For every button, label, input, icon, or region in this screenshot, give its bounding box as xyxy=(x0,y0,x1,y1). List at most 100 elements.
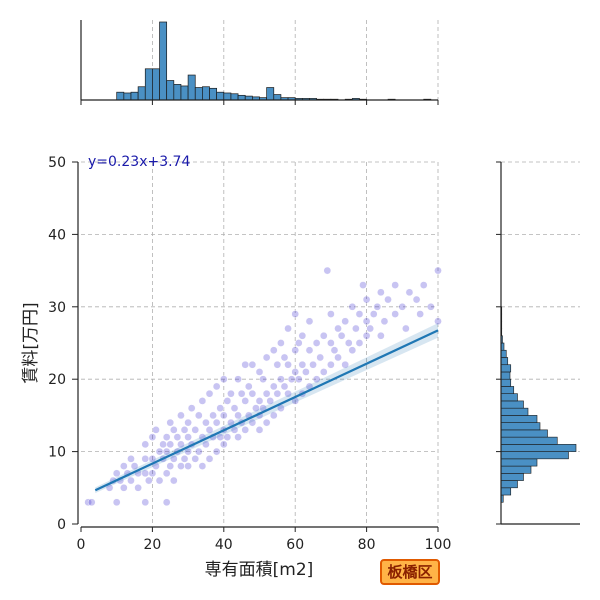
y-tick-label: 0 xyxy=(57,517,66,533)
top-histogram-bar xyxy=(137,86,146,101)
scatter-point xyxy=(212,447,221,456)
right-histogram-bar xyxy=(500,371,511,380)
top-histogram-bar xyxy=(130,91,139,101)
scatter-point xyxy=(312,375,321,384)
x-axis-ticks: 0 20 40 60 80 100 xyxy=(77,527,452,553)
scatter-point xyxy=(177,411,185,420)
scatter-point xyxy=(352,324,360,333)
scatter-point xyxy=(294,339,303,347)
right-histogram-bar xyxy=(500,378,512,387)
scatter-point xyxy=(127,476,135,485)
scatter-point xyxy=(398,302,407,311)
x-axis-label: 専有面積[m2] xyxy=(205,560,314,580)
scatter-point xyxy=(262,353,271,362)
scatter-point xyxy=(355,310,364,318)
scatter-point xyxy=(244,382,253,391)
scatter-point xyxy=(384,295,392,304)
scatter-point xyxy=(312,339,321,347)
right-histogram xyxy=(496,161,580,525)
scatter-point xyxy=(194,447,203,456)
scatter-point xyxy=(219,440,228,449)
scatter-point xyxy=(141,454,150,463)
scatter-point xyxy=(144,476,153,485)
scatter-point xyxy=(362,317,371,326)
scatter-point xyxy=(402,324,410,333)
scatter-point xyxy=(248,418,257,427)
right-histogram-bar xyxy=(500,473,524,481)
scatter-point xyxy=(262,389,271,398)
scatter-point xyxy=(166,462,175,470)
top-histogram-bar xyxy=(209,87,218,101)
scatter-point xyxy=(291,310,300,318)
scatter-point xyxy=(359,281,367,289)
scatter-points xyxy=(84,266,442,507)
scatter-point xyxy=(348,302,357,311)
scatter-point xyxy=(209,411,217,420)
top-histogram-bar xyxy=(223,92,232,101)
regression-confidence-band xyxy=(95,323,438,494)
scatter-point xyxy=(280,353,289,362)
scatter-point xyxy=(169,454,178,463)
scatter-point xyxy=(380,317,389,326)
scatter-point xyxy=(319,368,328,376)
scatter-point xyxy=(269,411,278,420)
x-tick-label: 80 xyxy=(358,537,376,553)
scatter-point xyxy=(280,382,289,391)
right-histogram-bar xyxy=(500,480,518,489)
scatter-point xyxy=(341,360,350,369)
scatter-point xyxy=(391,281,400,289)
scatter-point xyxy=(337,331,346,340)
scatter-point xyxy=(327,360,335,369)
x-tick-label: 100 xyxy=(425,537,452,553)
top-histogram-bar xyxy=(187,74,196,101)
scatter-point xyxy=(202,440,210,449)
scatter-point xyxy=(373,302,382,311)
scatter-point xyxy=(155,447,164,456)
scatter-point xyxy=(269,346,278,355)
x-tick-label: 20 xyxy=(143,537,161,553)
right-histogram-bar xyxy=(500,444,577,452)
x-tick-label: 60 xyxy=(286,537,304,553)
scatter-point xyxy=(134,483,142,492)
scatter-point xyxy=(277,375,285,384)
scatter-point xyxy=(255,426,264,434)
scatter-point xyxy=(112,498,121,507)
scatter-point xyxy=(230,404,239,413)
scatter-point xyxy=(369,310,378,318)
scatter-point xyxy=(284,324,292,333)
scatter-point xyxy=(219,411,228,420)
scatter-point xyxy=(262,418,271,427)
scatter-point xyxy=(152,426,160,434)
right-histogram-bar xyxy=(500,349,507,358)
scatter-panel: 0 20 40 60 80 100 0 10 20 30 40 50 y=0.23x+3.74 専有… xyxy=(21,154,451,580)
scatter-point xyxy=(334,353,342,362)
scatter-point xyxy=(148,469,157,478)
scatter-point xyxy=(273,389,282,398)
scatter-point xyxy=(327,310,335,318)
top-histogram-bar xyxy=(116,91,125,101)
scatter-point xyxy=(269,382,278,391)
scatter-point xyxy=(305,346,314,355)
scatter-point xyxy=(198,397,207,405)
right-histogram-bar xyxy=(500,357,509,366)
scatter-point xyxy=(344,339,353,347)
scatter-point xyxy=(141,440,150,449)
scatter-point xyxy=(87,498,96,507)
scatter-point xyxy=(341,317,350,326)
scatter-point xyxy=(412,295,421,304)
scatter-point xyxy=(241,360,250,369)
scatter-point xyxy=(330,346,339,355)
scatter-point xyxy=(355,339,364,347)
right-histogram-bar xyxy=(500,458,538,467)
scatter-point xyxy=(130,462,139,470)
scatter-point xyxy=(223,397,232,405)
scatter-point xyxy=(309,360,317,369)
scatter-point xyxy=(434,317,442,326)
y-tick-label: 10 xyxy=(48,445,66,461)
y-tick-label: 40 xyxy=(48,227,66,243)
scatter-point xyxy=(291,346,300,355)
right-histogram-bar xyxy=(500,393,518,402)
scatter-point xyxy=(212,382,221,391)
top-histogram-bar xyxy=(230,93,239,101)
scatter-point xyxy=(127,454,135,463)
